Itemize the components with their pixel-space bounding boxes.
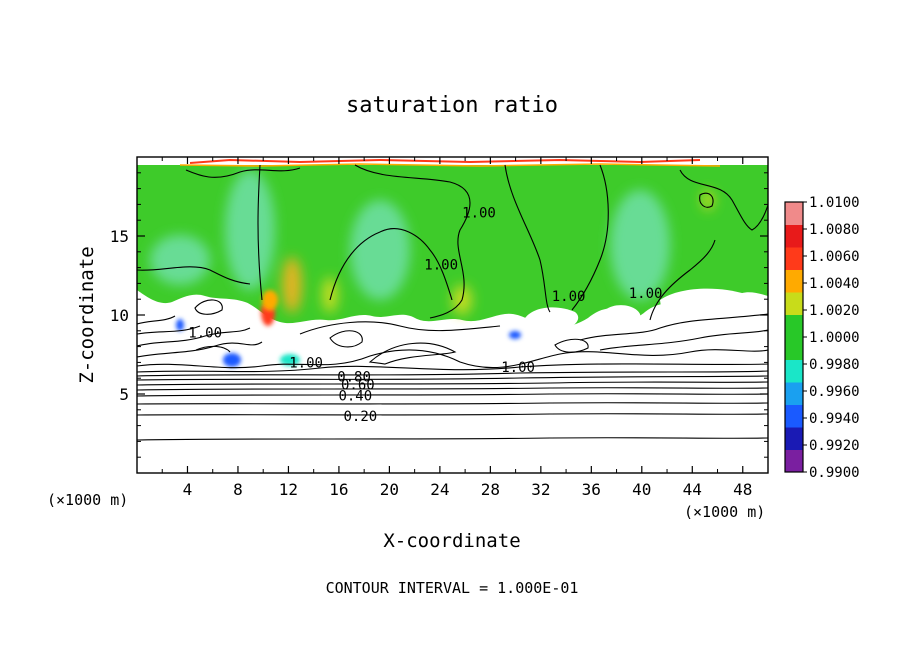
x-tick-label: 48 xyxy=(733,480,752,499)
colorbar-label: 0.9960 xyxy=(809,384,860,400)
x-tick-label: 28 xyxy=(481,480,500,499)
colorbar-segment xyxy=(785,247,803,270)
y-tick-label: 10 xyxy=(110,306,129,325)
colorbar-segment xyxy=(785,292,803,315)
x-tick-label: 8 xyxy=(233,480,243,499)
cloud-blob xyxy=(524,307,579,332)
colorbar-segment xyxy=(785,427,803,450)
x-tick-label: 24 xyxy=(430,480,449,499)
colorbar-segment xyxy=(785,224,803,248)
contour-label: 0.60 xyxy=(341,378,375,394)
x-tick-label: 40 xyxy=(632,480,651,499)
contour-lines xyxy=(137,164,768,441)
x-tick-label: 32 xyxy=(531,480,550,499)
x-tick-label: 20 xyxy=(380,480,399,499)
x-unit-right: (×1000 m) xyxy=(684,503,765,521)
colorbar-segment xyxy=(785,337,803,360)
colorbar-label: 0.9920 xyxy=(809,438,860,454)
cloud-blob xyxy=(660,288,756,321)
contour-labels: 0.20 0.400.600.80 1.00 1.00 1.00 1.00 1.00 1.00… xyxy=(188,205,663,425)
contour-label: 1.00 xyxy=(188,325,222,341)
x-tick-label: 36 xyxy=(582,480,601,499)
top-strip-edge xyxy=(179,163,721,167)
anomaly-blue xyxy=(223,353,241,367)
colorbar-segment xyxy=(785,202,803,225)
contour-label: 0.40 xyxy=(338,389,372,405)
top-strip-edge xyxy=(189,158,701,164)
contour-label: 1.00 xyxy=(552,289,586,305)
anomaly-orange xyxy=(282,257,302,313)
y-axis-label: Z-coordinate xyxy=(76,246,98,383)
colorbar-label: 0.9980 xyxy=(809,357,860,373)
plot-area xyxy=(137,157,768,473)
colorbar: 1.0100 1.0080 1.0060 1.0040 1.0020 1.0000 0.99… xyxy=(784,195,860,481)
contour-label: 0.20 xyxy=(344,409,378,425)
x-axis: 4 8 12 16 20 24 28 32 36 40 44 48 xyxy=(161,157,752,499)
anomaly-blue xyxy=(509,331,521,339)
contour-label: 0.80 xyxy=(337,370,371,386)
anomaly-cyan xyxy=(350,200,410,300)
colorbar-label: 0.9900 xyxy=(809,465,860,481)
contour-label: 1.00 xyxy=(289,355,323,371)
colorbar-label: 1.0100 xyxy=(809,195,860,211)
anomaly-orange xyxy=(262,290,278,310)
colorbar-label: 1.0020 xyxy=(809,303,860,319)
anomaly-cyan xyxy=(280,354,300,366)
x-tick-label: 12 xyxy=(279,480,298,499)
anomaly-cyan xyxy=(225,170,275,290)
contour-label: 1.00 xyxy=(424,257,458,273)
x-tick-label: 44 xyxy=(683,480,702,499)
y-tick-label: 5 xyxy=(119,385,129,404)
colorbar-label: 0.9940 xyxy=(809,411,860,427)
anomaly-cyan xyxy=(610,190,670,300)
contour-interval-note: CONTOUR INTERVAL = 1.000E-01 xyxy=(326,579,579,597)
colorbar-label: 1.0080 xyxy=(809,222,860,238)
x-axis-label: X-coordinate xyxy=(383,530,520,552)
colorbar-segment xyxy=(785,449,803,473)
colorbar-segment xyxy=(785,359,803,383)
colorbar-segment xyxy=(785,269,803,293)
contour-label: 1.00 xyxy=(629,286,663,302)
x-unit-left: (×1000 m) xyxy=(47,491,128,509)
x-tick-label: 16 xyxy=(329,480,348,499)
y-tick-label: 15 xyxy=(110,227,129,246)
colorbar-segment xyxy=(785,314,803,338)
colorbar-segment xyxy=(785,404,803,428)
cloud-blob xyxy=(602,305,641,328)
anomaly-cyan xyxy=(150,235,210,285)
y-axis: 5 10 15 xyxy=(110,172,768,458)
colorbar-segment xyxy=(785,382,803,405)
contour-label: 1.00 xyxy=(501,360,535,376)
contour-label: 1.00 xyxy=(462,205,496,221)
colorbar-label: 1.0040 xyxy=(809,276,860,292)
anomaly-blue xyxy=(176,319,184,331)
x-tick-label: 4 xyxy=(183,480,193,499)
chart-title: saturation ratio xyxy=(346,93,558,118)
colorbar-label: 1.0000 xyxy=(809,330,860,346)
colorbar-label: 1.0060 xyxy=(809,249,860,265)
